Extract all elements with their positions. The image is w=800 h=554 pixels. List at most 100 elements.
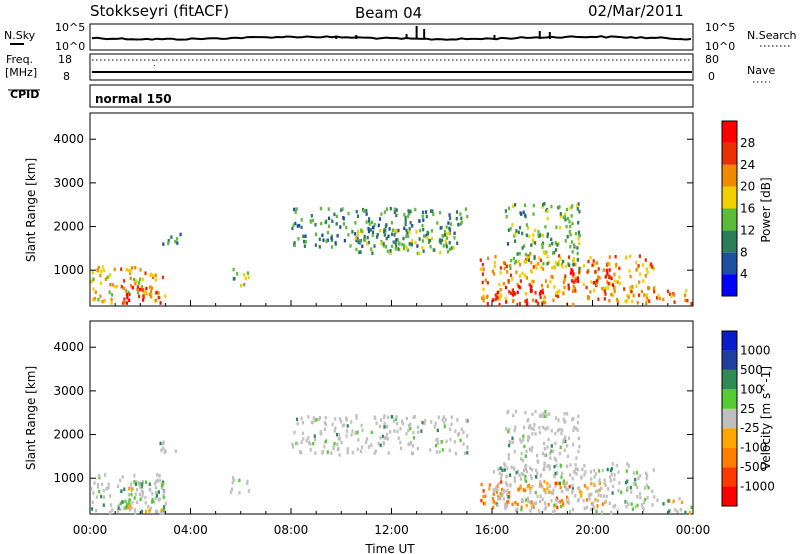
- range-gate-cell: [419, 228, 422, 233]
- range-gate-cell: [530, 449, 533, 453]
- range-gate-cell: [98, 475, 101, 480]
- y-tick-label: 4000: [53, 132, 84, 146]
- range-gate-cell: [399, 426, 402, 431]
- range-gate-cell: [416, 425, 420, 429]
- range-gate-cell: [526, 496, 530, 501]
- range-gate-cell: [644, 497, 647, 502]
- range-gate-cell: [92, 491, 95, 495]
- range-gate-cell: [444, 417, 447, 422]
- range-gate-cell: [513, 429, 516, 433]
- range-gate-cell: [553, 504, 556, 508]
- range-gate-cell: [302, 234, 305, 239]
- range-gate-cell: [501, 487, 504, 492]
- range-gate-cell: [614, 255, 617, 259]
- range-gate-cell: [432, 212, 435, 217]
- range-gate-cell: [559, 485, 562, 490]
- range-gate-cell: [616, 299, 619, 304]
- range-gate-cell: [562, 291, 565, 296]
- range-gate-cell: [378, 424, 382, 429]
- range-gate-cell: [635, 284, 638, 288]
- range-gate-cell: [421, 223, 424, 228]
- range-gate-cell: [577, 221, 580, 225]
- range-gate-cell: [163, 505, 166, 509]
- range-gate-cell: [556, 262, 559, 267]
- range-gate-cell: [129, 271, 132, 276]
- range-gate-cell: [537, 262, 540, 266]
- range-gate-cell: [462, 442, 465, 446]
- range-gate-cell: [96, 268, 99, 272]
- power-heatmap-cells: [90, 202, 693, 307]
- range-gate-cell: [582, 498, 585, 503]
- range-gate-cell: [574, 494, 577, 498]
- range-gate-cell: [384, 436, 387, 440]
- range-gate-cell: [393, 228, 397, 233]
- range-gate-cell: [519, 484, 522, 488]
- range-gate-cell: [539, 290, 542, 294]
- range-gate-cell: [523, 425, 526, 430]
- range-gate-cell: [553, 474, 556, 479]
- range-gate-cell: [156, 510, 159, 514]
- range-gate-cell: [339, 437, 342, 441]
- range-gate-cell: [103, 495, 106, 499]
- range-gate-cell: [532, 240, 535, 244]
- range-gate-cell: [690, 301, 693, 306]
- range-gate-cell: [423, 421, 426, 426]
- range-gate-cell: [503, 462, 506, 466]
- range-gate-cell: [498, 282, 501, 287]
- range-gate-cell: [128, 498, 131, 502]
- range-gate-cell: [482, 287, 485, 292]
- range-gate-cell: [528, 500, 531, 504]
- range-gate-cell: [587, 493, 591, 498]
- range-gate-cell: [554, 471, 557, 476]
- range-gate-cell: [549, 451, 552, 456]
- range-gate-cell: [136, 285, 140, 289]
- range-gate-cell: [387, 234, 390, 239]
- range-gate-cell: [565, 481, 568, 485]
- range-gate-cell: [121, 500, 124, 504]
- range-gate-cell: [613, 477, 616, 482]
- range-gate-cell: [530, 476, 533, 481]
- range-gate-cell: [121, 301, 125, 305]
- range-gate-cell: [551, 510, 555, 514]
- range-gate-cell: [515, 270, 518, 274]
- range-gate-cell: [613, 473, 616, 477]
- range-gate-cell: [526, 256, 529, 260]
- range-gate-cell: [493, 260, 496, 265]
- range-gate-cell: [519, 279, 522, 283]
- range-gate-cell: [393, 210, 396, 215]
- range-gate-cell: [309, 220, 313, 224]
- range-gate-cell: [603, 297, 606, 301]
- range-gate-cell: [404, 222, 407, 226]
- range-gate-cell: [504, 481, 508, 485]
- range-gate-cell: [645, 476, 648, 481]
- range-gate-cell: [356, 236, 359, 240]
- power-colorbar-label: Power [dB]: [759, 177, 773, 242]
- range-gate-cell: [510, 258, 513, 263]
- range-gate-cell: [402, 236, 405, 241]
- freq-right-tick-top: 80: [705, 53, 719, 66]
- range-gate-cell: [558, 500, 561, 504]
- range-gate-cell: [154, 491, 157, 495]
- range-gate-cell: [499, 287, 502, 292]
- range-gate-cell: [499, 495, 502, 499]
- range-gate-cell: [345, 416, 348, 421]
- range-gate-cell: [436, 441, 439, 446]
- range-gate-cell: [555, 291, 558, 295]
- range-gate-cell: [145, 509, 148, 514]
- range-gate-cell: [351, 429, 354, 433]
- range-gate-cell: [140, 509, 144, 514]
- range-gate-cell: [130, 506, 133, 510]
- range-gate-cell: [562, 215, 565, 220]
- range-gate-cell: [674, 508, 677, 512]
- power-colorbar-tick-label: 28: [740, 136, 755, 150]
- y-tick-label: 2000: [53, 428, 84, 442]
- range-gate-cell: [525, 479, 528, 483]
- range-gate-cell: [612, 505, 615, 509]
- range-gate-cell: [541, 485, 544, 489]
- range-gate-cell: [246, 271, 249, 275]
- range-gate-cell: [436, 428, 439, 433]
- range-gate-cell: [482, 298, 485, 303]
- range-gate-cell: [543, 479, 546, 484]
- range-gate-cell: [292, 223, 295, 227]
- power-colorbar-tick-label: 16: [740, 202, 755, 216]
